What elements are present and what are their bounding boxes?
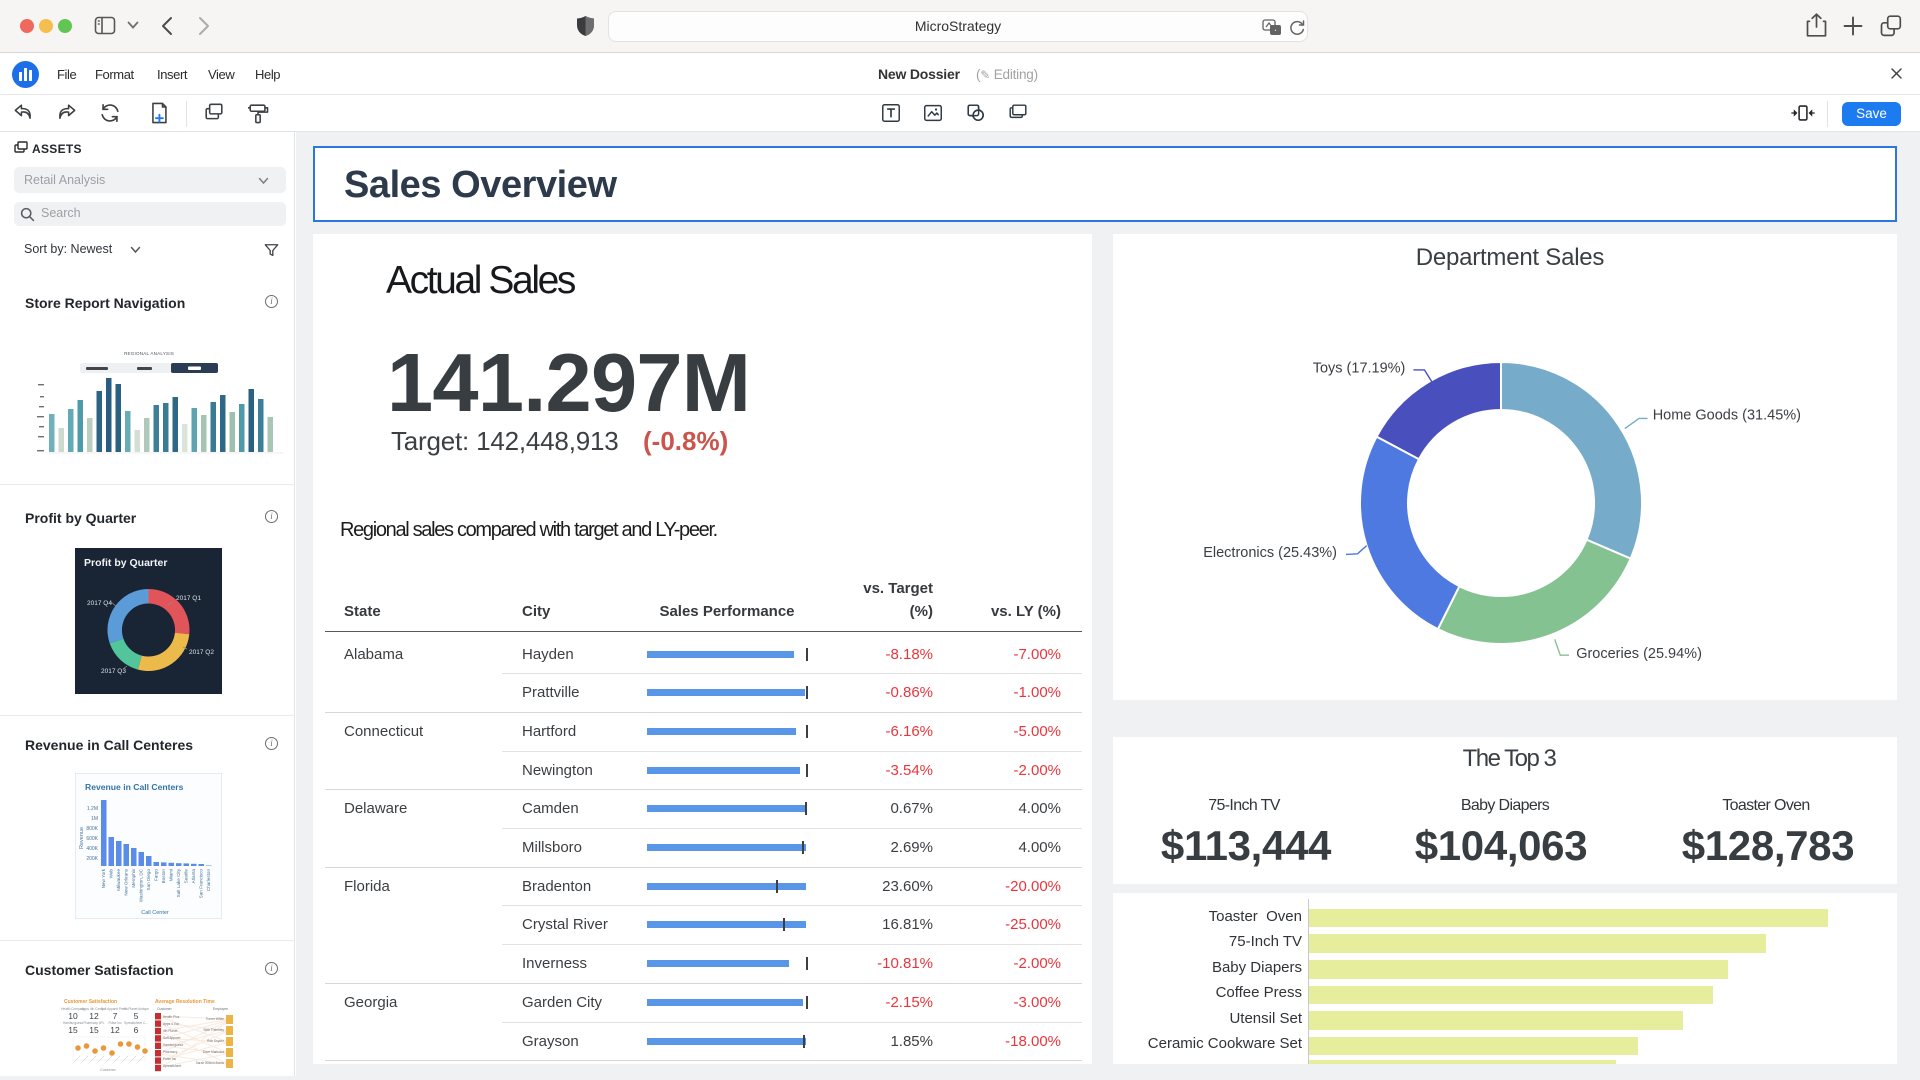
svg-text:Customer: Customer	[157, 1007, 173, 1011]
svg-text:800K: 800K	[86, 826, 98, 832]
svg-text:Pharmacy 4PL: Pharmacy 4PL	[84, 1021, 105, 1025]
svg-text:Washington, DC: Washington, DC	[139, 868, 144, 902]
svg-text:Seattle: Seattle	[184, 869, 189, 884]
svg-text:Revenue in Call Centers: Revenue in Call Centers	[85, 782, 184, 792]
svg-text:Miami: Miami	[169, 869, 174, 881]
svg-text:2017 Q1: 2017 Q1	[176, 595, 201, 602]
svg-text:Apps 4 You: Apps 4 You	[163, 1022, 179, 1026]
svg-text:Customer: Customer	[100, 1068, 116, 1072]
svg-text:4th Planet: 4th Planet	[163, 1029, 177, 1033]
svg-text:5: 5	[134, 1011, 139, 1021]
svg-text:New Orleans: New Orleans	[124, 868, 129, 895]
svg-text:Soft Apparel: Soft Apparel	[163, 1036, 181, 1040]
svg-text:Home Goods (31.45%): Home Goods (31.45%)	[1653, 408, 1801, 424]
svg-text:10: 10	[68, 1011, 78, 1021]
svg-text:Web: Web	[109, 869, 114, 879]
svg-text:600K: 600K	[86, 836, 98, 842]
svg-text:Memphis: Memphis	[131, 868, 136, 887]
svg-text:Atlanta: Atlanta	[191, 869, 196, 884]
svg-text:Toys (17.19%): Toys (17.19%)	[1313, 361, 1406, 377]
svg-text:Average Resolution Time: Average Resolution Time	[155, 999, 215, 1005]
svg-text:Dave Markowa: Dave Markowa	[203, 1050, 224, 1054]
svg-text:400K: 400K	[86, 846, 98, 852]
svg-text:2017 Q4: 2017 Q4	[87, 600, 112, 607]
svg-text:Apps 4th Comp...: Apps 4th Comp...	[82, 1007, 107, 1011]
svg-text:Turner White: Turner White	[206, 1017, 225, 1021]
svg-text:New York: New York	[101, 868, 106, 888]
svg-text:Call Center: Call Center	[141, 910, 169, 916]
svg-text:Fargo: Fargo	[154, 869, 159, 881]
svg-text:4th Planet Antique: 4th Planet Antique	[123, 1007, 149, 1011]
svg-text:Customer Satisfaction: Customer Satisfaction	[64, 999, 117, 1005]
svg-text:Health Company: Health Company	[61, 1007, 85, 1011]
svg-text:Spreadsheet C...: Spreadsheet C...	[124, 1021, 148, 1025]
svg-text:Employee: Employee	[213, 1007, 228, 1011]
svg-text:200K: 200K	[86, 856, 98, 862]
svg-text:✦: ✦	[1272, 26, 1279, 35]
svg-text:San Francisco: San Francisco	[199, 869, 204, 899]
svg-text:Profit by Quarter: Profit by Quarter	[84, 557, 167, 569]
svg-text:Rob Snyder: Rob Snyder	[207, 1039, 225, 1043]
svg-text:12: 12	[89, 1011, 99, 1021]
svg-text:Salt Lake City: Salt Lake City	[176, 868, 181, 897]
svg-text:7: 7	[113, 1011, 118, 1021]
svg-text:Hamburguesa: Hamburguesa	[63, 1021, 83, 1025]
svg-text:Pharmacy: Pharmacy	[163, 1050, 178, 1054]
svg-text:Soft Apparel Prem...: Soft Apparel Prem...	[101, 1007, 130, 1011]
svg-text:Pulse Inc: Pulse Inc	[108, 1021, 122, 1025]
svg-text:Boston: Boston	[161, 869, 166, 884]
svg-text:Electronics (25.43%): Electronics (25.43%)	[1203, 545, 1337, 561]
svg-text:Groceries (25.94%): Groceries (25.94%)	[1576, 646, 1702, 662]
svg-text:Hamburguesa: Hamburguesa	[163, 1043, 183, 1047]
svg-text:Spreadsheet: Spreadsheet	[163, 1064, 181, 1068]
svg-text:Beth Trembley: Beth Trembley	[203, 1028, 224, 1032]
svg-text:15: 15	[68, 1025, 78, 1035]
svg-text:2017 Q3: 2017 Q3	[101, 668, 126, 675]
svg-text:15: 15	[89, 1025, 99, 1035]
svg-text:1.2M: 1.2M	[87, 806, 98, 812]
svg-text:Pulse Inc: Pulse Inc	[163, 1057, 177, 1061]
svg-text:Revenue: Revenue	[79, 827, 85, 849]
svg-text:San Diego: San Diego	[146, 869, 151, 891]
svg-text:Sarah Wilson-Burns: Sarah Wilson-Burns	[196, 1061, 225, 1065]
svg-text:Charleston: Charleston	[206, 869, 211, 892]
svg-text:Milwaukee: Milwaukee	[116, 869, 121, 891]
svg-text:12: 12	[110, 1025, 120, 1035]
svg-text:REGIONAL ANALYSIS: REGIONAL ANALYSIS	[124, 351, 174, 356]
svg-text:2017 Q2: 2017 Q2	[189, 649, 214, 656]
svg-text:1M: 1M	[91, 816, 98, 822]
svg-text:6: 6	[134, 1025, 139, 1035]
svg-text:Health Plus: Health Plus	[163, 1015, 180, 1019]
